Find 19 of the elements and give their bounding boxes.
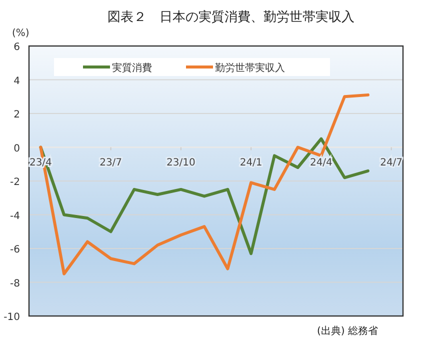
y-tick-label: -2	[10, 177, 20, 188]
y-tick-label: 2	[14, 110, 20, 120]
y-axis-title: (%)	[12, 28, 30, 39]
x-tick-label: 23/7	[100, 157, 122, 168]
x-tick-label: 24/1	[240, 157, 262, 168]
y-tick-label: -6	[10, 244, 20, 256]
y-tick-label: 0	[14, 143, 20, 154]
y-tick-label: 4	[14, 76, 20, 87]
y-tick-label: -4	[10, 210, 20, 222]
y-tick-label: -10	[4, 312, 20, 323]
x-tick-label: 24/7	[380, 157, 403, 168]
x-tick-label: 23/10	[166, 157, 196, 168]
y-tick-label: -8	[10, 278, 20, 290]
legend-label: 勤労世帯実収入	[215, 62, 285, 74]
x-tick-label: 24/4	[310, 157, 332, 168]
y-tick-label: 6	[14, 42, 20, 53]
chart-title: 図表２ 日本の実質消費、勤労世帯実収入	[108, 9, 354, 25]
text: (出典) 総務省	[317, 325, 378, 337]
legend-label: 実質消費	[112, 62, 152, 74]
